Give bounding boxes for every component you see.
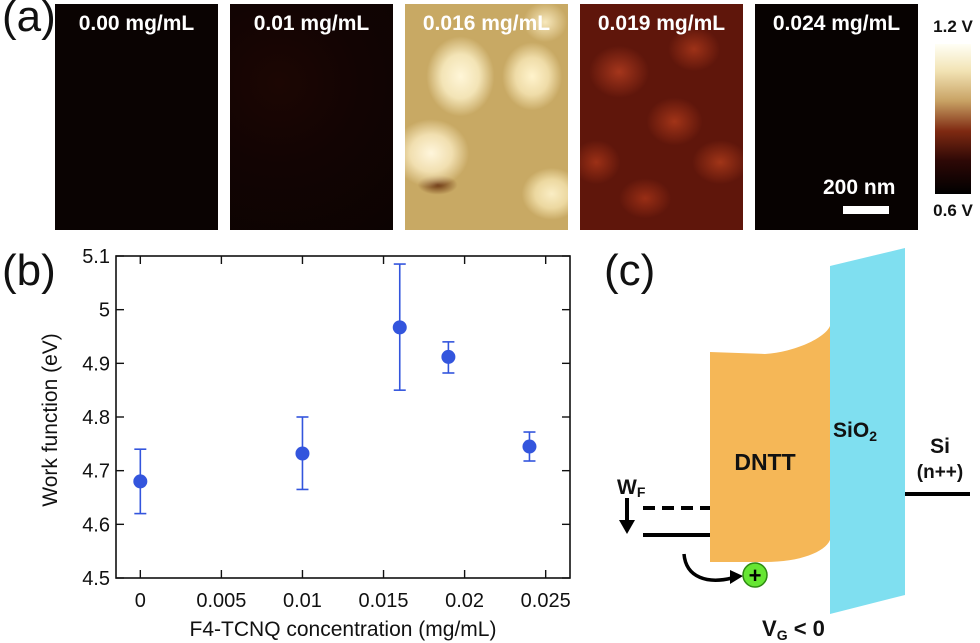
y-tick-label: 5 (99, 300, 110, 322)
scalebar-label: 200 nm (823, 176, 896, 199)
data-point (392, 320, 407, 335)
wf-arrow-head (619, 520, 635, 534)
afm-image-label: 0.016 mg/mL (422, 12, 551, 35)
panel-label-c: (c) (604, 246, 656, 295)
si-label: Si (930, 435, 950, 458)
afm-image-label: 0.00 mg/mL (78, 12, 195, 35)
x-tick-label: 0 (135, 590, 146, 612)
afm-image-1: 0.00 mg/mL (55, 4, 218, 230)
y-tick-label: 4.8 (82, 407, 110, 429)
y-tick-label: 4.7 (82, 461, 110, 483)
hole-arrow-head (730, 570, 743, 584)
afm-image-label: 0.019 mg/mL (597, 12, 726, 35)
vg-label: VG < 0 (762, 616, 825, 643)
colorbar-min-label: 0.6 V (933, 201, 973, 220)
x-tick-label: 0.005 (196, 590, 246, 612)
band-diagram: + DNTT SiO2 Si (n++) WF VG < 0 (617, 248, 970, 643)
x-tick-label: 0.025 (521, 590, 571, 612)
x-axis-label: F4-TCNQ concentration (mg/mL) (190, 618, 497, 641)
si-doping-label: (n++) (917, 462, 963, 483)
y-tick-label: 5.1 (82, 246, 110, 268)
data-point (133, 474, 148, 489)
colorbar-max-label: 1.2 V (933, 17, 973, 36)
scalebar (843, 206, 889, 214)
hole-symbol: + (749, 563, 762, 588)
data-point (522, 439, 537, 454)
x-tick-label: 0.015 (359, 590, 409, 612)
colorbar (935, 44, 971, 194)
data-point (441, 349, 456, 364)
plot-frame (115, 255, 571, 579)
afm-image-2: 0.01 mg/mL (230, 4, 393, 230)
dntt-layer (710, 326, 830, 562)
y-axis-label: Work function (eV) (39, 333, 62, 507)
afm-image-3: 0.016 mg/mL (405, 4, 568, 230)
data-point (295, 446, 310, 461)
y-tick-label: 4.9 (82, 353, 110, 375)
dntt-label: DNTT (734, 449, 795, 475)
afm-image-label: 0.024 mg/mL (772, 12, 901, 35)
afm-image-4: 0.019 mg/mL (580, 4, 743, 230)
afm-image-5: 0.024 mg/mL 200 nm (755, 4, 918, 230)
wf-label: WF (617, 476, 646, 500)
hole-transfer-arrow (682, 553, 733, 582)
hole-circle (742, 562, 768, 588)
x-tick-label: 0.01 (283, 590, 322, 612)
y-tick-label: 4.5 (82, 568, 110, 590)
sio2-layer (830, 248, 905, 614)
y-tick-label: 4.6 (82, 514, 110, 536)
panel-label-b: (b) (2, 246, 56, 295)
sio2-label: SiO2 (833, 419, 877, 444)
afm-image-label: 0.01 mg/mL (253, 12, 370, 35)
panel-label-a: (a) (2, 0, 56, 41)
x-tick-label: 0.02 (445, 590, 484, 612)
